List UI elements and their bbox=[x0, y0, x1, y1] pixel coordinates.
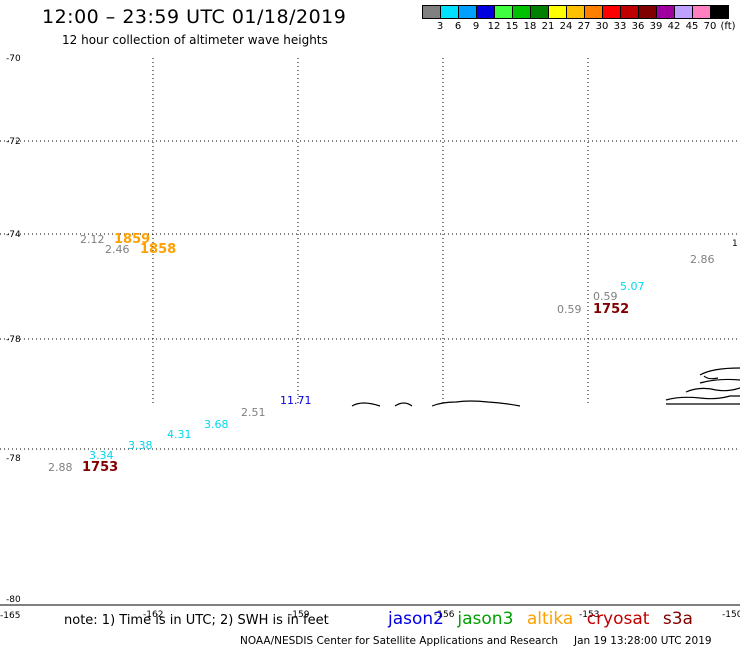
obs-value: 11.71 bbox=[280, 394, 312, 407]
wave-height-observations: 2.12 2.46 2.86 5.07 0.59 0.59 11.71 2.51… bbox=[48, 233, 715, 474]
lat-label: -78 bbox=[6, 454, 21, 464]
satellite-jason3: jason3 bbox=[457, 609, 514, 629]
legend-label: 36 bbox=[631, 21, 645, 32]
lat-label: -78 bbox=[6, 335, 21, 345]
obs-value: 0.59 bbox=[593, 290, 618, 303]
legend-label: 6 bbox=[454, 21, 462, 32]
map-title: 12:00 – 23:59 UTC 01/18/2019 bbox=[42, 6, 347, 28]
legend-label: (ft) bbox=[720, 21, 736, 32]
lon-label: -165 bbox=[0, 611, 20, 621]
lat-label: -80 bbox=[6, 595, 21, 605]
legend-label: 70 bbox=[703, 21, 717, 32]
obs-value: 2.86 bbox=[690, 253, 715, 266]
time-label: 1752 bbox=[593, 302, 629, 317]
credit-timestamp: Jan 19 13:28:00 UTC 2019 bbox=[574, 635, 712, 647]
legend-label: 24 bbox=[559, 21, 573, 32]
time-label: 1753 bbox=[82, 460, 118, 475]
satellite-cryosat: cryosat bbox=[586, 609, 650, 629]
color-scale-legend: 3 6 9 12 15 18 21 24 27 30 33 36 39 42 45 70 (ft) bbox=[422, 5, 736, 33]
footnote: note: 1) Time is in UTC; 2) SWH is in fe… bbox=[64, 613, 329, 628]
obs-value: 3.38 bbox=[128, 439, 153, 452]
obs-value: 3.34 bbox=[89, 449, 114, 462]
longitude-gridlines bbox=[152, 58, 589, 405]
satellite-s3a: s3a bbox=[662, 609, 693, 629]
observation-times: 1859 1858 1752 1753 bbox=[82, 232, 629, 475]
legend-swatches bbox=[422, 5, 729, 19]
obs-value: 2.12 bbox=[80, 233, 105, 246]
obs-value: 3.68 bbox=[204, 418, 229, 431]
obs-value: 2.46 bbox=[105, 243, 130, 256]
legend-label: 45 bbox=[685, 21, 699, 32]
legend-label: 9 bbox=[472, 21, 480, 32]
legend-label: 42 bbox=[667, 21, 681, 32]
credit-line: NOAA/NESDIS Center for Satellite Applica… bbox=[240, 635, 712, 647]
obs-value: 0.59 bbox=[557, 303, 582, 316]
obs-value: 5.07 bbox=[620, 280, 645, 293]
map-subtitle: 12 hour collection of altimeter wave hei… bbox=[62, 33, 328, 47]
obs-value: 4.31 bbox=[167, 428, 192, 441]
obs-value: 2.88 bbox=[48, 461, 73, 474]
lon-label: -153 bbox=[579, 610, 599, 620]
satellite-altika: altika bbox=[526, 609, 574, 629]
legend-label: 33 bbox=[613, 21, 627, 32]
lat-label-fragment: 1 bbox=[732, 239, 738, 249]
legend-label: 21 bbox=[541, 21, 555, 32]
legend-label: 18 bbox=[523, 21, 537, 32]
coastline bbox=[351, 367, 740, 407]
lon-label: -150 bbox=[722, 610, 740, 620]
lat-label: -70 bbox=[6, 54, 21, 64]
legend-swatch bbox=[710, 5, 729, 19]
credit-org: NOAA/NESDIS Center for Satellite Applica… bbox=[240, 635, 558, 647]
satellite-jason2: jason2 bbox=[388, 609, 444, 629]
legend-label: 39 bbox=[649, 21, 663, 32]
lat-label: -74 bbox=[6, 230, 21, 240]
legend-label: 27 bbox=[577, 21, 591, 32]
legend-label: 12 bbox=[487, 21, 501, 32]
time-label: 1859 bbox=[114, 232, 150, 247]
lon-label: -159 bbox=[289, 610, 310, 620]
legend-labels: 3 6 9 12 15 18 21 24 27 30 33 36 39 42 45 70 (ft) bbox=[422, 19, 736, 33]
legend-label: 15 bbox=[505, 21, 519, 32]
obs-value: 2.51 bbox=[241, 406, 266, 419]
satellite-legend: jason2 jason3 altika cryosat s3a bbox=[388, 609, 701, 629]
latitude-gridlines bbox=[0, 140, 740, 450]
time-label: 1858 bbox=[140, 242, 176, 257]
lat-label: -72 bbox=[6, 137, 21, 147]
lon-label: -162 bbox=[143, 610, 163, 620]
legend-label: 3 bbox=[436, 21, 444, 32]
legend-label: 30 bbox=[595, 21, 609, 32]
lon-label: -156 bbox=[434, 610, 455, 620]
